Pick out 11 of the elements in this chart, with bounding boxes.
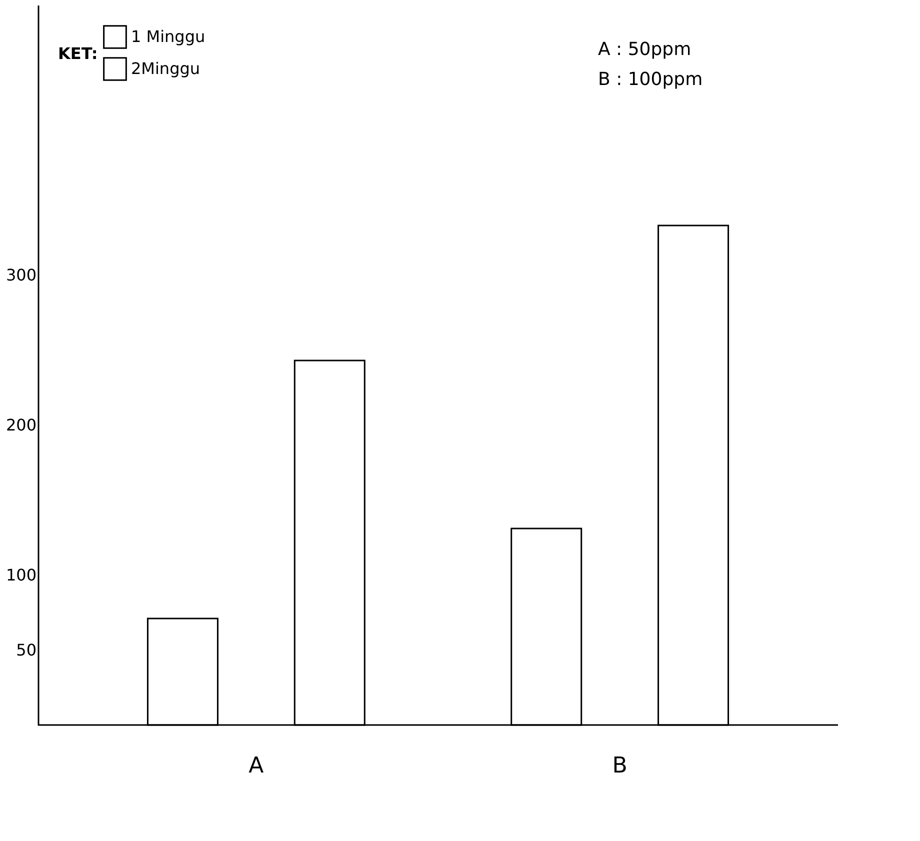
annotation: A : 50ppm	[598, 39, 692, 60]
y-tick-label: 300	[6, 266, 36, 284]
legend-label: 1 Minggu	[131, 27, 206, 46]
x-tick-label: B	[612, 754, 628, 778]
y-tick-label: 100	[6, 566, 36, 584]
x-tick-label: A	[248, 754, 264, 778]
annotation: B : 100ppm	[598, 69, 703, 90]
y-tick-label: 200	[6, 416, 36, 434]
y-tick-label: 50	[16, 640, 36, 660]
legend-label: 2Minggu	[131, 59, 200, 78]
legend-title: KET:	[58, 44, 98, 63]
